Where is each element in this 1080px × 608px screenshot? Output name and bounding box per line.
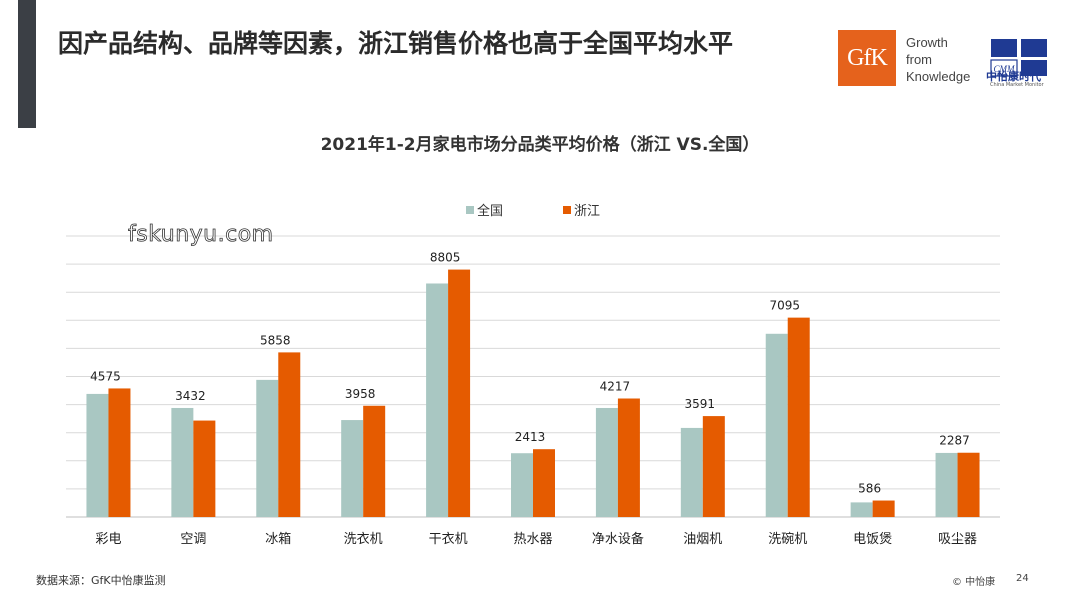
footer-copyright: © 中怡康 xyxy=(952,577,996,588)
cmm-logo-block xyxy=(991,39,1017,57)
bar-zhejiang xyxy=(957,452,980,517)
data-label: 4575 xyxy=(90,369,121,383)
cmm-logo-frame xyxy=(990,59,1018,77)
data-label: 2413 xyxy=(515,430,546,444)
cmm-logo-block xyxy=(1021,39,1047,57)
category-label: 洗衣机 xyxy=(344,531,383,547)
category-label: 冰箱 xyxy=(265,531,291,547)
bar-national xyxy=(850,502,873,517)
bar-national xyxy=(256,379,279,517)
legend-swatch xyxy=(466,206,474,214)
category-label: 吸尘器 xyxy=(938,532,977,547)
legend: 全国 浙江 xyxy=(466,203,600,219)
slide-title: 因产品结构、品牌等因素，浙江销售价格也高于全国平均水平 xyxy=(58,29,734,58)
bar-zhejiang xyxy=(702,416,725,517)
data-label: 3591 xyxy=(685,397,716,411)
bar-zhejiang xyxy=(872,500,895,517)
cmm-mark: CMM xyxy=(994,64,1016,74)
bar-national xyxy=(935,452,958,517)
category-label: 彩电 xyxy=(95,532,121,547)
cmm-logo: CMM xyxy=(990,39,1047,77)
bar-national xyxy=(171,407,194,517)
category-label: 净水设备 xyxy=(592,531,644,547)
bar-zhejiang xyxy=(617,398,640,517)
cmm-logo-block xyxy=(1021,60,1047,76)
category-label: 电饭煲 xyxy=(853,531,892,547)
bar-zhejiang xyxy=(363,405,386,517)
data-label: 3958 xyxy=(345,387,376,401)
legend-label: 全国 xyxy=(477,203,503,219)
category-label: 油烟机 xyxy=(683,532,722,547)
bar-zhejiang xyxy=(533,449,555,517)
category-label: 热水器 xyxy=(513,532,552,547)
chart-title: 2021年1-2月家电市场分品类平均价格（浙江 VS.全国） xyxy=(321,134,760,155)
legend-swatch xyxy=(563,206,571,214)
category-label: 干衣机 xyxy=(429,531,468,547)
data-label: 4217 xyxy=(600,380,631,394)
page-number: 24 xyxy=(1016,573,1029,584)
data-label: 3432 xyxy=(175,389,206,403)
data-labels: 4575 3432 5858 3958 8805 2413 4217 3591 7095 586 2… xyxy=(90,251,970,496)
title-accent-bar xyxy=(18,0,36,128)
cmm-subtitle: China Market Monitor xyxy=(990,82,1044,88)
bars xyxy=(86,269,980,517)
data-label: 7095 xyxy=(769,299,800,313)
bar-zhejiang xyxy=(787,317,810,517)
category-label: 空调 xyxy=(180,532,206,547)
gfk-tagline-line: from xyxy=(906,52,932,67)
data-label: 8805 xyxy=(430,251,461,265)
gfk-logo: GfK xyxy=(838,30,896,86)
legend-label: 浙江 xyxy=(574,204,600,219)
data-label: 5858 xyxy=(260,333,291,347)
bar-zhejiang xyxy=(193,420,216,517)
bar-national xyxy=(86,393,109,517)
data-label: 586 xyxy=(858,482,881,496)
watermark: fskunyu.com xyxy=(128,222,274,248)
bar-zhejiang xyxy=(448,269,471,517)
gfk-tagline-line: Growth xyxy=(906,35,948,50)
bar-national xyxy=(680,427,703,517)
gfk-tagline-line: Knowledge xyxy=(906,69,971,84)
bar-zhejiang xyxy=(108,388,131,517)
bar-national xyxy=(765,333,788,517)
bar-national xyxy=(341,420,364,517)
data-label: 2287 xyxy=(939,434,970,448)
category-label: 洗碗机 xyxy=(768,531,807,547)
bar-national xyxy=(595,407,618,517)
bar-zhejiang xyxy=(278,352,301,517)
footer-source: 数据来源：GfK中怡康监测 xyxy=(36,574,166,587)
bar-national xyxy=(426,283,449,517)
price-comparison-chart: 2021年1-2月家电市场分品类平均价格（浙江 VS.全国） 全国 浙江 4575… xyxy=(66,134,1000,547)
category-labels: 彩电 空调 冰箱 洗衣机 干衣机 热水器 净水设备 油烟机 洗碗机 电饭煲 吸尘器 xyxy=(95,531,977,547)
gfk-tagline: Growth from Knowledge xyxy=(906,34,970,85)
cmm-name: 中怡康时代 xyxy=(986,70,1041,83)
bar-national xyxy=(511,453,533,517)
